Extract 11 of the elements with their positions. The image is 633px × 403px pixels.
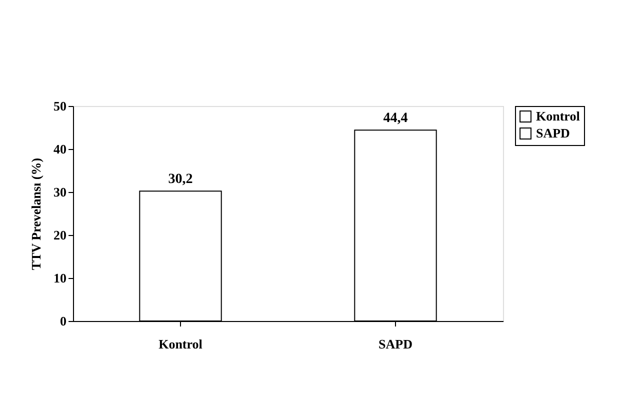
legend-label: SAPD — [536, 126, 570, 140]
data-label: 30,2 — [168, 172, 193, 188]
y-tick-label: 20 — [54, 228, 66, 242]
y-tick-label: 30 — [54, 184, 66, 200]
y-tick-label: 40 — [54, 142, 66, 156]
legend-label: Kontrol — [536, 108, 580, 124]
y-tick-label: 50 — [54, 98, 66, 114]
y-axis-title: TTV Prevelansı (%) — [28, 158, 44, 270]
data-label: 44,4 — [383, 111, 408, 126]
y-tick-label: 10 — [54, 270, 66, 286]
y-tick-label: 0 — [60, 314, 66, 328]
